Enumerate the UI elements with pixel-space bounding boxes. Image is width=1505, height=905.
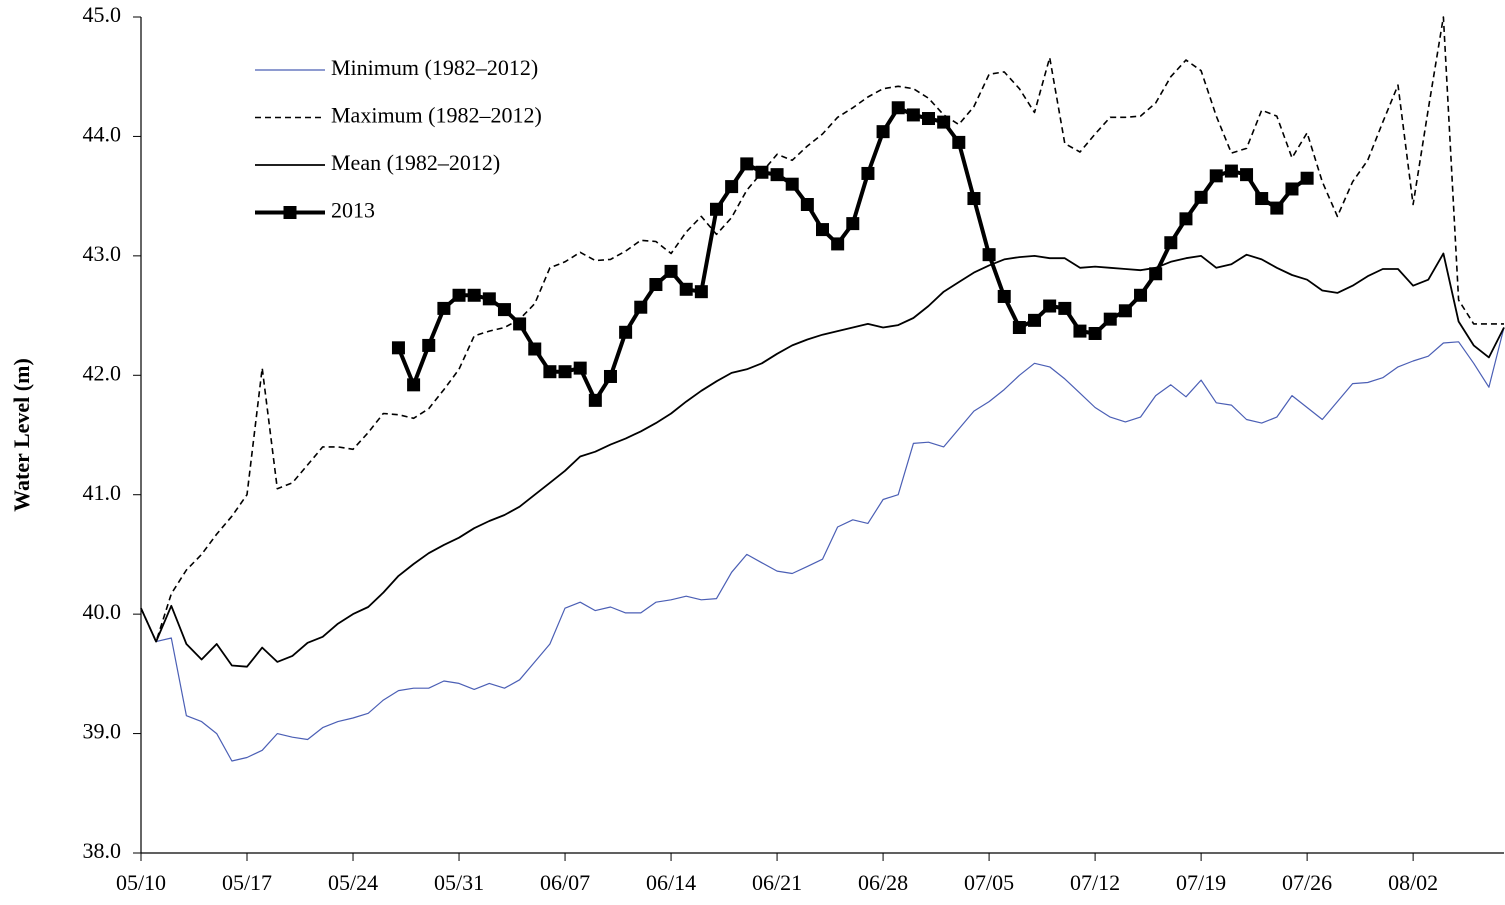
series-marker [452,288,466,302]
series-marker [846,217,860,231]
series-marker [422,338,436,352]
series-marker [588,393,602,407]
y-tick-label: 38.0 [83,838,122,863]
series-marker [664,264,678,278]
series-marker [906,108,920,122]
series-marker [679,282,693,296]
series-marker [407,378,421,392]
series-marker [619,325,633,339]
series-marker [634,300,648,314]
series-marker [861,166,875,180]
series-marker [573,361,587,375]
series-line [396,105,1309,403]
series-marker [891,101,905,115]
x-tick-label: 05/10 [116,870,166,895]
series-marker [1103,312,1117,326]
series-line [140,252,1505,668]
x-tick-label: 07/05 [964,870,1014,895]
legend-marker [283,206,297,219]
x-tick-label: 06/14 [646,870,696,895]
series-marker [603,369,617,383]
series-marker [482,292,496,306]
series-marker [952,135,966,149]
series-marker [1179,212,1193,226]
series-marker [1194,190,1208,204]
series-marker [558,365,572,379]
series-marker [922,112,936,126]
series-marker [937,115,951,129]
y-tick-label: 44.0 [83,121,122,146]
series-marker [1285,182,1299,196]
y-tick-label: 39.0 [83,719,122,744]
x-tick-label: 06/21 [752,870,802,895]
series-marker [967,192,981,206]
series-marker [694,285,708,299]
series-marker [513,317,527,331]
x-tick-label: 07/19 [1176,870,1226,895]
y-tick-label: 42.0 [83,360,122,385]
series-marker [1240,168,1254,182]
series-marker [1270,201,1284,215]
series-marker [1088,326,1102,340]
y-axis-label: Water Level (m) [9,358,34,512]
series-marker [982,248,996,262]
series-marker [755,165,769,179]
x-tick-label: 07/26 [1282,870,1332,895]
series-marker [437,301,451,315]
y-tick-label: 40.0 [83,599,122,624]
series-marker [649,278,663,292]
legend-label: Maximum (1982–2012) [331,103,542,128]
x-tick-label: 06/28 [858,870,908,895]
series-marker [876,125,890,139]
y-tick-label: 43.0 [83,241,122,266]
x-tick-label: 05/31 [434,870,484,895]
y-tick-label: 45.0 [83,2,122,27]
legend-label: 2013 [331,198,375,223]
legend-label: Mean (1982–2012) [331,150,500,175]
series-line [140,16,1504,643]
series-marker [1164,236,1178,250]
series-marker [816,223,829,237]
series-marker [528,342,542,356]
x-tick-label: 05/17 [222,870,272,895]
series-marker [1043,299,1057,313]
series-marker [543,365,557,379]
series-marker [709,202,723,216]
series-marker [1149,267,1163,281]
series-marker [1209,169,1223,183]
series-marker [997,289,1011,303]
x-tick-label: 08/02 [1388,870,1438,895]
series-marker [1028,313,1042,327]
x-tick-label: 05/24 [328,870,378,895]
series-marker [770,168,784,182]
series-marker [1058,301,1072,315]
series-marker [725,180,739,194]
x-tick-label: 07/12 [1070,870,1120,895]
series-marker [467,288,481,302]
series-line [140,327,1505,762]
series-marker [785,177,799,191]
series-marker [1073,324,1087,338]
series-marker [391,341,405,355]
series-marker [831,237,845,251]
series-marker [1118,304,1132,318]
series-marker [1134,288,1148,302]
series-marker [497,303,511,317]
x-tick-label: 06/07 [540,870,590,895]
series-marker [1012,321,1026,335]
series-marker [800,198,814,212]
series-marker [1255,192,1269,206]
series-marker [1300,171,1314,185]
legend-label: Minimum (1982–2012) [331,55,538,80]
series-marker [740,157,754,171]
y-tick-label: 41.0 [83,480,122,505]
series-marker [1224,164,1238,178]
